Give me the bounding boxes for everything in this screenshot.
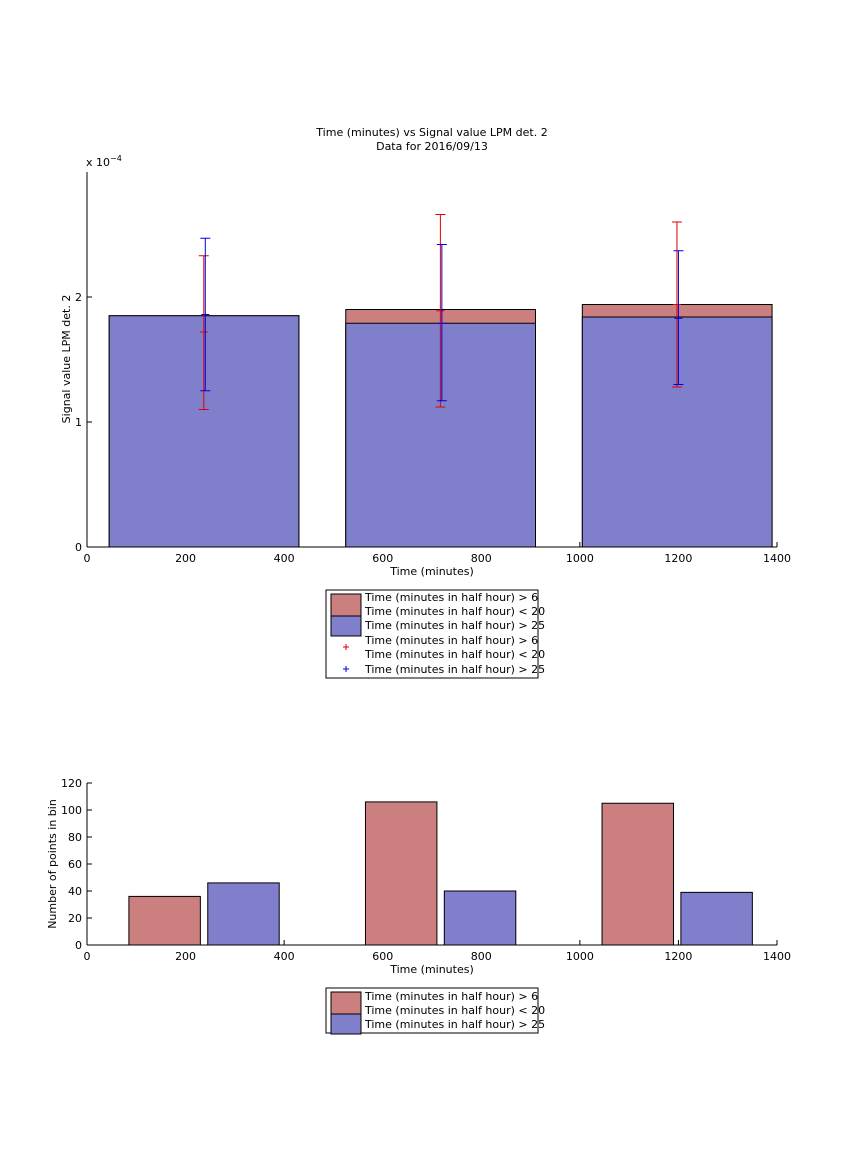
top-x-tick-label: 800 <box>471 552 492 565</box>
top-legend-text-4: Time (minutes in half hour) > 6 <box>364 634 538 647</box>
top-legend-marker-blue <box>343 666 349 672</box>
bottom-y-tick-label: 120 <box>61 777 82 790</box>
bottom-y-axis-label: Number of points in bin <box>46 799 59 929</box>
bottom-y-tick-label: 40 <box>68 885 82 898</box>
top-legend-patch-red <box>330 593 362 617</box>
top-error-bars <box>198 214 684 410</box>
bottom-legend-text-2: Time (minutes in half hour) < 20 <box>364 1004 545 1017</box>
bottom-legend: Time (minutes in half hour) > 6 Time (mi… <box>325 987 545 1035</box>
top-legend-text-5: Time (minutes in half hour) < 20 <box>364 648 545 661</box>
top-y-ticks: 0 1 2 <box>75 291 92 554</box>
bottom-x-axis-label: Time (minutes) <box>389 963 474 976</box>
bottom-x-tick-label: 800 <box>471 950 492 963</box>
bottom-x-tick-label: 1400 <box>763 950 791 963</box>
top-y-tick-label: 1 <box>75 416 82 429</box>
top-x-axis-label: Time (minutes) <box>389 565 474 578</box>
top-x-tick-label: 400 <box>274 552 295 565</box>
bottom-x-tick-label: 0 <box>84 950 91 963</box>
bottom-x-tick-label: 1200 <box>664 950 692 963</box>
top-x-tick-label: 1000 <box>566 552 594 565</box>
bottom-bars <box>128 801 753 946</box>
top-legend-text-1: Time (minutes in half hour) > 6 <box>364 591 538 604</box>
bottom-plot-area: 0 200 400 600 800 1000 1200 1400 0 20 40 60 80 100 12… <box>46 777 791 976</box>
count-bar-blue <box>207 882 280 946</box>
top-x-tick-label: 1400 <box>763 552 791 565</box>
top-legend: Time (minutes in half hour) > 6 Time (mi… <box>325 589 545 679</box>
count-bar-blue <box>443 890 517 946</box>
y-exponent-label: x 10−4 <box>86 154 122 169</box>
top-x-tick-label: 0 <box>84 552 91 565</box>
bottom-legend-text-3: Time (minutes in half hour) > 25 <box>364 1018 545 1031</box>
top-legend-text-2: Time (minutes in half hour) < 20 <box>364 605 545 618</box>
count-bar-blue <box>680 891 753 946</box>
top-plot-area: 0 200 400 600 800 1000 1200 1400 0 1 2 x 10−4 Tim… <box>60 154 791 578</box>
bottom-y-tick-label: 60 <box>68 858 82 871</box>
bottom-legend-text-1: Time (minutes in half hour) > 6 <box>364 990 538 1003</box>
bottom-x-tick-label: 400 <box>274 950 295 963</box>
top-x-ticks: 0 200 400 600 800 1000 1200 1400 <box>84 542 791 565</box>
top-legend-patch-blue <box>330 615 362 637</box>
top-x-tick-label: 200 <box>175 552 196 565</box>
top-y-tick-label: 0 <box>75 541 82 554</box>
top-legend-text-3: Time (minutes in half hour) > 25 <box>364 619 545 632</box>
top-y-tick-label: 2 <box>75 291 82 304</box>
bottom-x-tick-label: 600 <box>372 950 393 963</box>
bottom-y-tick-label: 0 <box>75 939 82 952</box>
bottom-legend-patch-blue <box>330 1013 362 1035</box>
count-bar-red <box>601 802 674 946</box>
bottom-legend-patch-red <box>330 991 362 1015</box>
top-x-tick-label: 600 <box>372 552 393 565</box>
count-bar-red <box>364 801 438 946</box>
top-y-axis-label: Signal value LPM det. 2 <box>60 295 73 424</box>
top-legend-marker-red <box>343 644 349 650</box>
bottom-y-tick-label: 80 <box>68 831 82 844</box>
top-legend-text-6: Time (minutes in half hour) > 25 <box>364 663 545 676</box>
count-bar-red <box>128 895 201 946</box>
bottom-y-ticks: 0 20 40 60 80 100 120 <box>61 777 92 952</box>
bottom-y-tick-label: 100 <box>61 804 82 817</box>
chart-title: Time (minutes) vs Signal value LPM det. … <box>315 126 547 139</box>
chart-subtitle: Data for 2016/09/13 <box>376 140 488 153</box>
bottom-x-tick-label: 200 <box>175 950 196 963</box>
bottom-x-tick-label: 1000 <box>566 950 594 963</box>
bottom-x-ticks: 0 200 400 600 800 1000 1200 1400 <box>84 940 791 963</box>
bottom-y-tick-label: 20 <box>68 912 82 925</box>
top-x-tick-label: 1200 <box>664 552 692 565</box>
